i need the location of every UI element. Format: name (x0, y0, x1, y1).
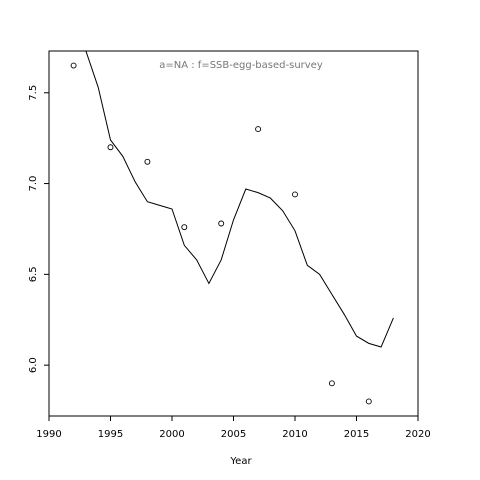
chart-annotation: a=NA : f=SSB-egg-based-survey (159, 60, 323, 71)
x-tick-label: 2000 (159, 429, 184, 440)
y-tick-label: 6.5 (28, 266, 39, 282)
data-point (365, 398, 372, 405)
data-point (107, 144, 114, 151)
series-line (85, 51, 394, 348)
x-tick-label: 2005 (221, 429, 246, 440)
x-tick-label: 1995 (98, 429, 123, 440)
x-tick-label: 2020 (405, 429, 430, 440)
y-tick-label: 6.0 (28, 357, 39, 373)
data-point (144, 158, 151, 165)
data-point (328, 380, 335, 387)
y-axis: 6.0 6.5 7.0 7.5 (28, 85, 49, 373)
x-axis-title: Year (229, 456, 252, 467)
data-point (181, 224, 188, 231)
y-tick-label: 7.0 (28, 176, 39, 192)
data-point (70, 62, 77, 69)
x-tick-label: 2010 (282, 429, 307, 440)
x-axis: 1990 1995 2000 2005 2010 2015 2020 (36, 416, 431, 440)
x-tick-label: 2015 (344, 429, 369, 440)
data-point (292, 191, 298, 198)
plot-frame (48, 50, 419, 417)
series-points (70, 62, 372, 405)
smoothed-line (85, 51, 394, 348)
y-tick-label: 7.5 (28, 85, 39, 101)
x-tick-label: 1990 (36, 429, 61, 440)
data-point (255, 126, 262, 133)
data-point (218, 220, 225, 227)
